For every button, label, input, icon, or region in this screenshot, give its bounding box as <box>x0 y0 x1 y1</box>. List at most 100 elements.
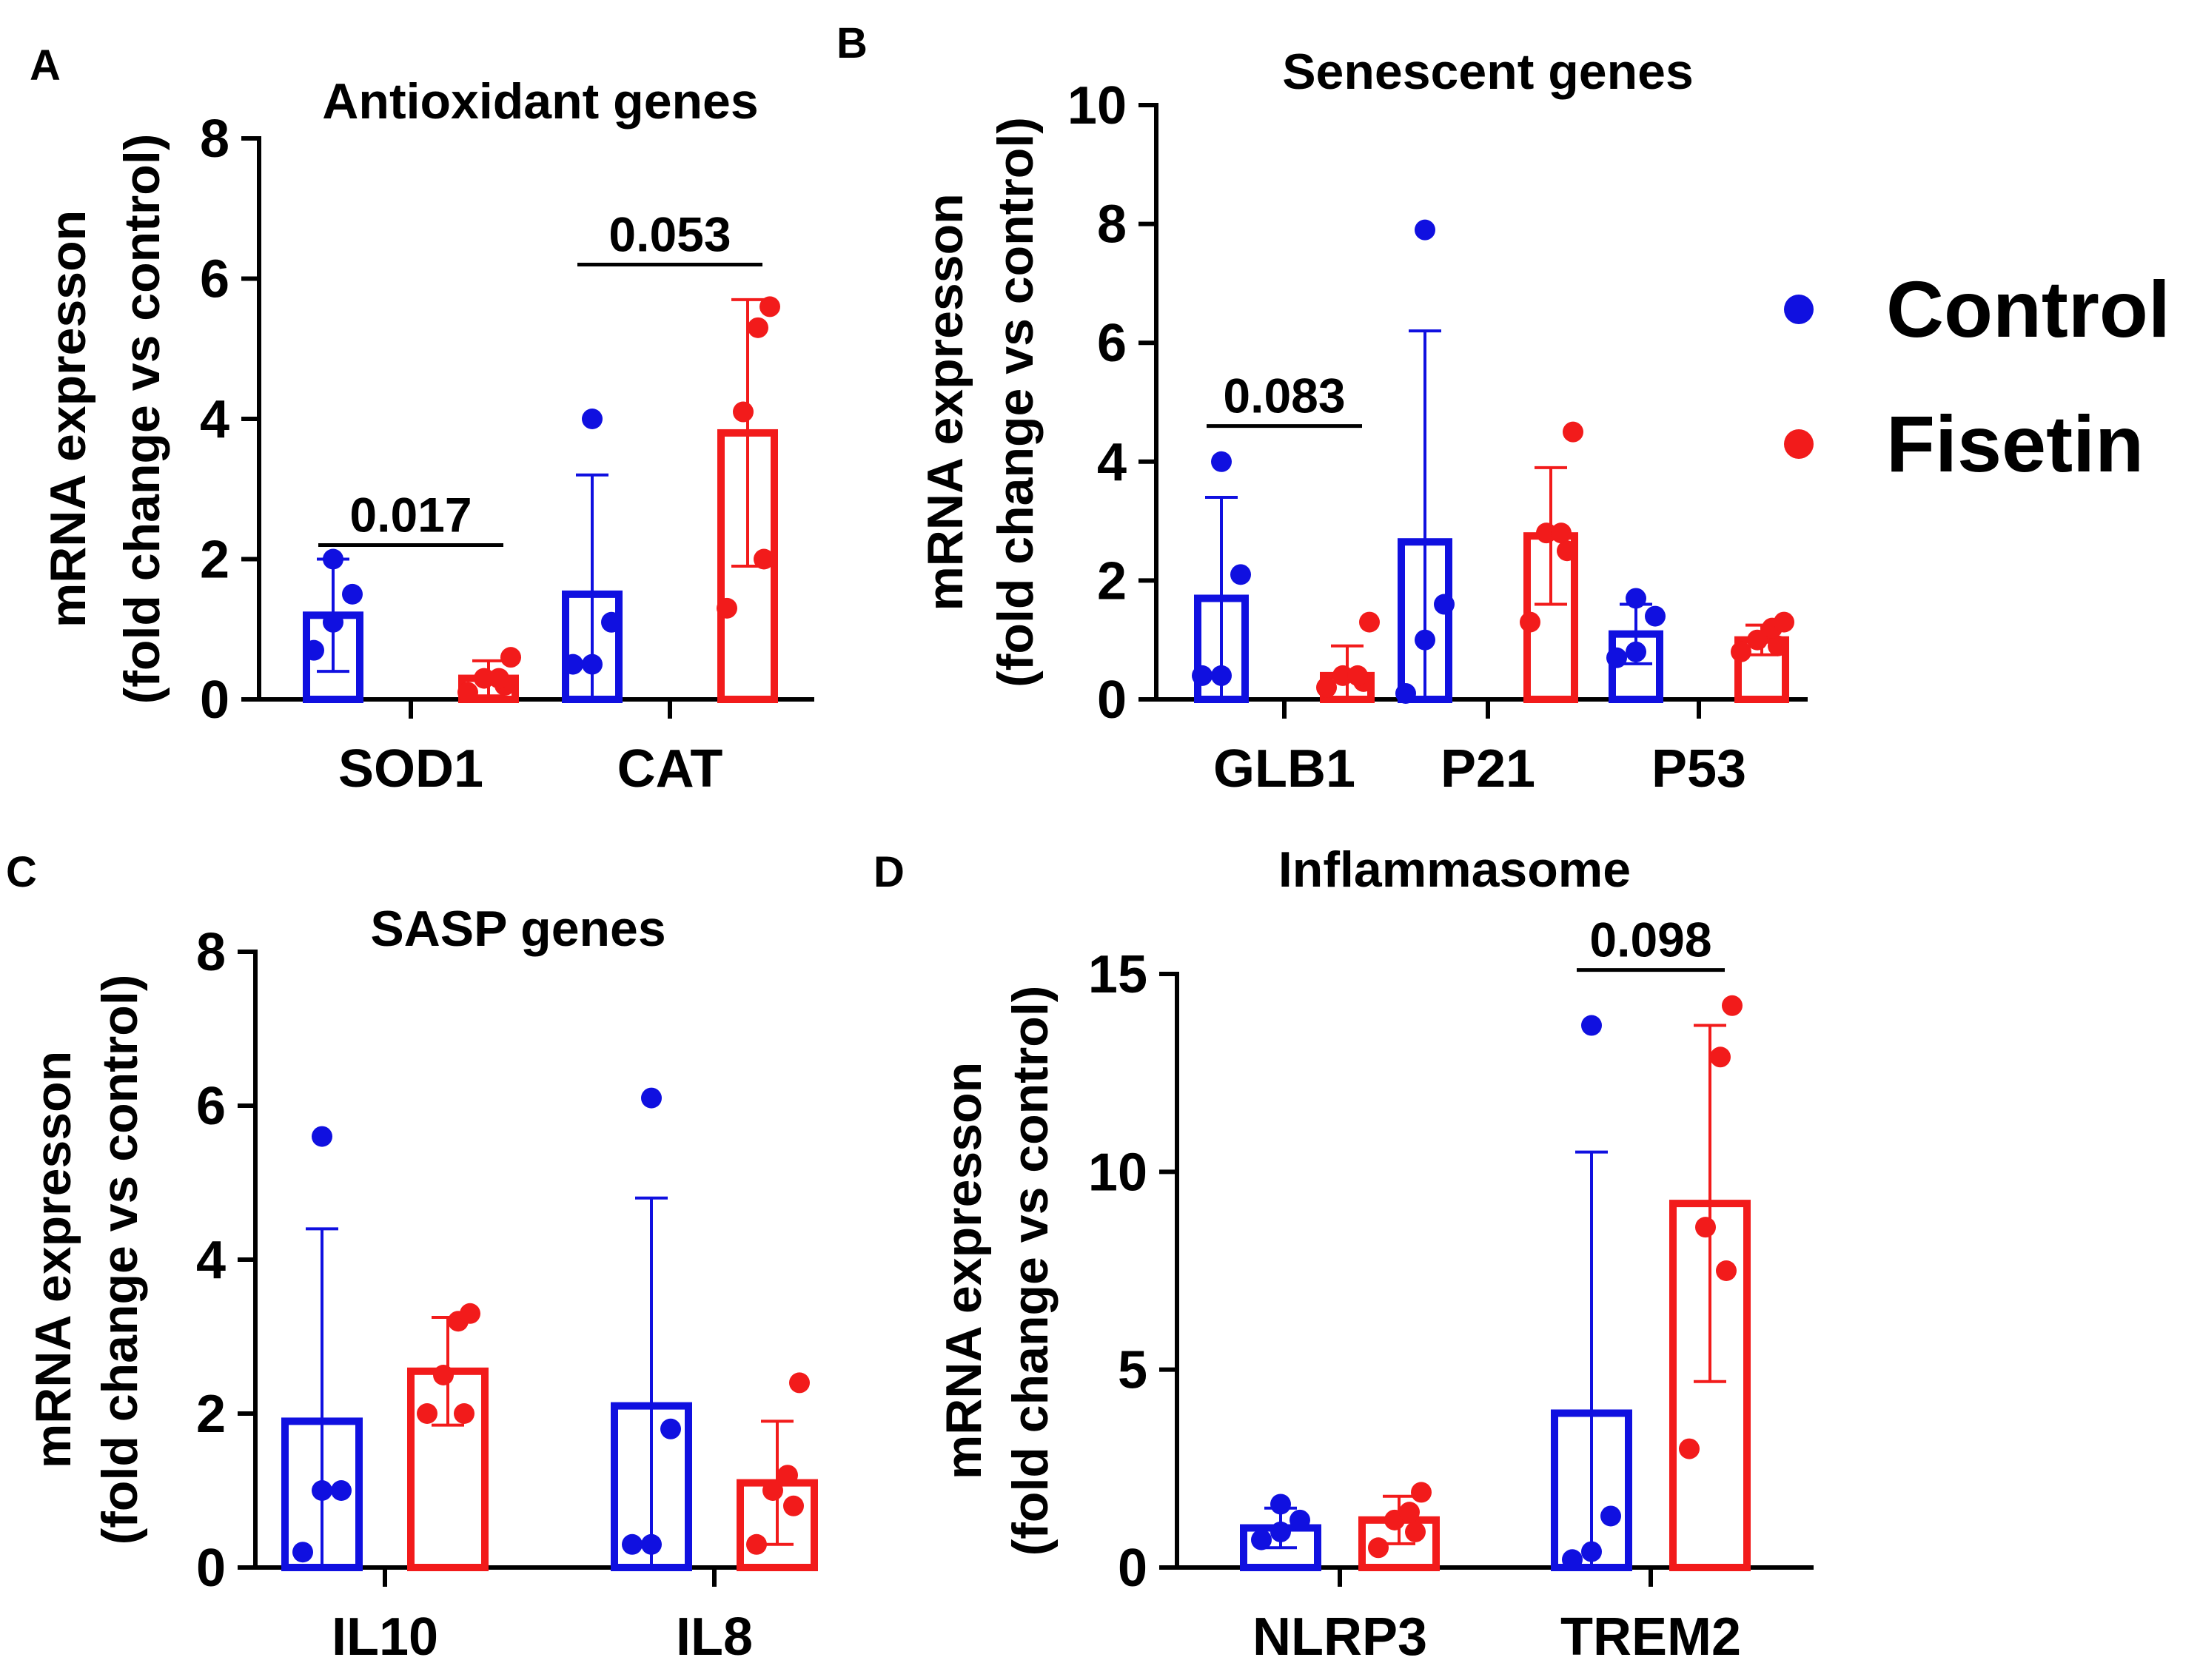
data-point <box>1563 421 1583 443</box>
data-point <box>1731 641 1751 662</box>
y-tick-label: 2 <box>1097 551 1127 611</box>
data-point <box>1722 995 1743 1016</box>
y-tick-label: 8 <box>200 110 229 169</box>
data-point <box>1434 594 1455 615</box>
data-point <box>1270 1493 1291 1515</box>
data-point <box>1581 1015 1602 1036</box>
data-point <box>717 597 737 619</box>
data-point <box>1368 1537 1389 1559</box>
y-axis-label: mRNA expresson <box>25 1051 81 1468</box>
p-value-label: 0.053 <box>608 207 731 262</box>
y-tick-label: 6 <box>1097 314 1127 373</box>
y-tick-label: 15 <box>1088 945 1147 1004</box>
y-tick-label: 5 <box>1118 1341 1147 1400</box>
data-point <box>1399 1502 1420 1523</box>
chart-title: SASP genes <box>370 901 665 957</box>
data-point <box>1562 1549 1583 1570</box>
data-point <box>601 611 622 633</box>
panel-D: D Inflammasome mRNA expresson (fold change … <box>873 841 1814 1667</box>
data-point <box>1551 523 1572 544</box>
data-point <box>331 1480 352 1501</box>
data-point <box>1557 540 1577 562</box>
y-tick-label: 4 <box>200 390 229 449</box>
data-point <box>1626 641 1646 662</box>
x-tick-label: TREM2 <box>1560 1607 1741 1667</box>
y-tick-label: 10 <box>1088 1143 1147 1202</box>
data-point <box>1230 564 1251 585</box>
data-point <box>457 682 478 703</box>
panel-A: A Antioxidant genes mRNA expresson (fold ch… <box>30 41 814 799</box>
x-tick-label: P21 <box>1441 739 1535 799</box>
y-tick-label: 8 <box>1097 195 1127 255</box>
data-point <box>1316 676 1337 698</box>
panel-letter: B <box>836 19 868 67</box>
legend-marker-fisetin <box>1784 429 1814 459</box>
legend-marker-control <box>1784 295 1814 324</box>
data-point <box>1211 665 1232 686</box>
x-tick-label: GLB1 <box>1213 739 1355 799</box>
data-point <box>342 583 363 605</box>
panel-letter: C <box>6 848 37 896</box>
legend-label-control: Control <box>1886 264 2170 354</box>
data-point <box>777 1465 798 1486</box>
panel-C: C SASP genes mRNA expresson (fold change vs… <box>6 848 818 1667</box>
data-point <box>1747 629 1768 651</box>
data-point <box>303 639 324 661</box>
data-point <box>1716 1260 1737 1281</box>
panel-B: B Senescent genes mRNA expresson (fold chan… <box>836 19 1808 799</box>
data-point <box>1359 611 1380 633</box>
data-point <box>474 668 494 689</box>
legend: Control Fisetin <box>1784 264 2170 488</box>
y-tick-label: 2 <box>196 1385 226 1444</box>
data-point <box>292 1542 313 1563</box>
data-point <box>1600 1505 1621 1527</box>
data-point <box>323 611 343 633</box>
x-tick-label: SOD1 <box>338 739 483 799</box>
y-tick-label: 4 <box>196 1231 226 1290</box>
data-point <box>582 409 603 429</box>
data-point <box>754 548 774 570</box>
x-tick-label: IL8 <box>676 1607 753 1667</box>
data-point <box>312 1480 332 1501</box>
chart-title: Senescent genes <box>1282 44 1694 100</box>
data-point <box>1415 219 1435 241</box>
data-point <box>1645 605 1666 627</box>
data-point <box>1192 665 1213 686</box>
data-point <box>323 548 343 570</box>
x-tick-label: IL10 <box>332 1607 438 1667</box>
y-tick-label: 4 <box>1097 433 1127 492</box>
y-tick-label: 0 <box>196 1539 226 1598</box>
data-point <box>454 1403 474 1424</box>
y-axis-label-units: (fold change vs control) <box>987 117 1044 688</box>
data-point <box>1679 1438 1700 1459</box>
data-point <box>1768 635 1788 656</box>
data-point <box>783 1495 804 1516</box>
x-tick-label: P53 <box>1651 739 1746 799</box>
data-point <box>1581 1541 1602 1562</box>
data-point <box>1251 1529 1272 1550</box>
x-tick-label: CAT <box>617 739 723 799</box>
y-tick-label: 2 <box>200 531 229 590</box>
x-tick-label: NLRP3 <box>1252 1607 1427 1667</box>
y-tick-label: 6 <box>200 250 229 309</box>
data-point <box>1774 611 1794 633</box>
data-point <box>312 1126 332 1147</box>
y-tick-label: 0 <box>200 671 229 730</box>
data-point <box>1415 629 1435 651</box>
data-point <box>641 1087 662 1109</box>
y-tick-label: 0 <box>1097 671 1127 730</box>
y-axis-label: mRNA expresson <box>40 210 96 628</box>
data-point <box>748 317 768 338</box>
panel-letter: D <box>873 848 905 896</box>
y-tick-label: 0 <box>1118 1539 1147 1598</box>
y-tick-label: 10 <box>1067 76 1127 135</box>
y-axis-label-units: (fold change vs control) <box>114 134 170 705</box>
legend-label-fisetin: Fisetin <box>1886 399 2144 488</box>
data-point <box>1211 451 1232 472</box>
y-axis-label-units: (fold change vs control) <box>92 975 148 1545</box>
data-point <box>1536 523 1557 544</box>
data-point <box>622 1533 643 1555</box>
panel-letter: A <box>30 41 61 90</box>
data-point <box>789 1372 810 1394</box>
